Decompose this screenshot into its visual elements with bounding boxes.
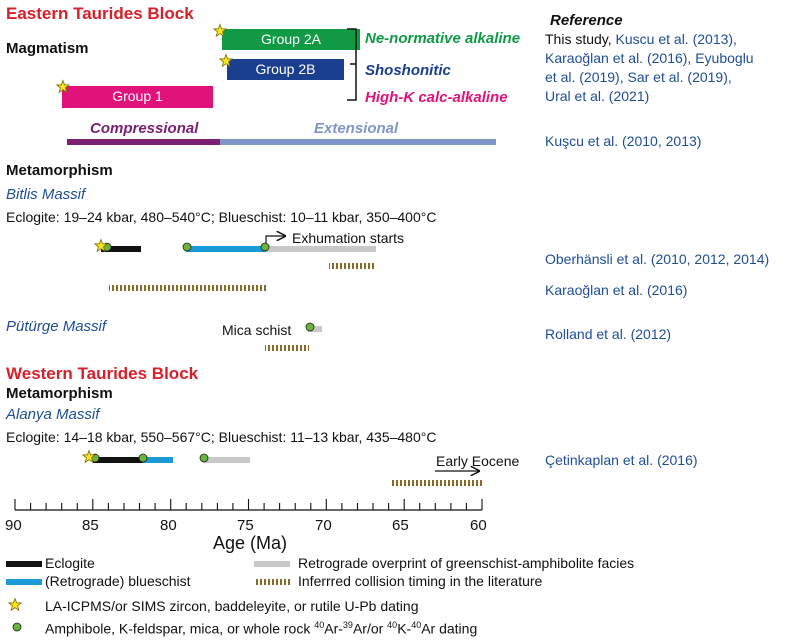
reference-kuscu-2013: Kuscu et al. (2013), [611, 31, 737, 47]
exhumation-label: Exhumation starts [292, 230, 405, 246]
alanya-dot-3 [199, 453, 209, 463]
bitlis-eclogite-bar [101, 246, 141, 252]
shoshonitic-label: Shoshonitic [365, 62, 451, 79]
legend-collision: Inferrred collision timing in the litera… [298, 573, 543, 589]
group-1-bar: Group 1 [62, 86, 213, 108]
reference-kuscu: Kuşcu et al. (2010, 2013) [545, 133, 702, 149]
legend-dot-sup-4: 40 [411, 620, 422, 630]
western-title: Western Taurides Block [6, 364, 199, 383]
legend-retrograde: Retrograde overprint of greenschist-amph… [298, 555, 635, 571]
reference-line-2: Karaoğlan et al. (2016), Eyuboglu [545, 50, 754, 66]
metamorphism-heading-west: Metamorphism [6, 385, 113, 402]
bitlis-collision-hatch [329, 263, 374, 269]
reference-cetinkaplan: Çetinkaplan et al. (2016) [545, 452, 698, 468]
reference-oberhansli: Oberhänsli et al. (2010, 2012, 2014) [545, 251, 770, 267]
extensional-bar [220, 139, 496, 145]
compressional-bar [67, 139, 220, 145]
axis-ticks [14, 499, 483, 510]
axis-label: Age (Ma) [213, 533, 288, 553]
metamorphism-heading-east: Metamorphism [6, 162, 113, 179]
legend-star-icon [7, 597, 23, 612]
legend-blueschist: (Retrograde) blueschist [45, 573, 191, 589]
reference-line-1: This study, Kuscu et al. (2013), [545, 31, 737, 47]
reference-this-study: This study, [545, 31, 612, 47]
alanya-massif-label: Alanya Massif [6, 406, 100, 423]
axis-tick-85: 85 [82, 517, 99, 534]
axis-tick-75: 75 [237, 517, 254, 534]
legend-dot-text-3: Ar/or [352, 620, 388, 637]
bitlis-blueschist-bar [186, 246, 266, 252]
reference-rolland: Rolland et al. (2012) [545, 326, 672, 342]
group-2b-bar: Group 2B [227, 59, 344, 80]
karaoglan-collision-hatch [109, 285, 266, 291]
bitlis-dot-2 [182, 242, 192, 252]
high-k-label: High-K calc-alkaline [365, 89, 508, 106]
axis-tick-65: 65 [392, 517, 409, 534]
legend-retrograde-swatch [254, 561, 290, 567]
ne-normative-label: Ne-normative alkaline [365, 30, 521, 47]
exhumation-arrow [265, 236, 285, 246]
legend-blueschist-swatch [6, 579, 42, 585]
puturge-retrograde-bar [308, 326, 322, 332]
group-2a-bar: Group 2A [222, 29, 360, 50]
bitlis-retrograde-bar [266, 246, 376, 252]
bitlis-dot-3 [260, 242, 270, 252]
bitlis-massif-label: Bitlis Massif [6, 186, 86, 203]
reference-line-4: Ural et al. (2021) [545, 88, 650, 104]
reference-header: Reference [550, 12, 623, 29]
group-bracket [347, 28, 357, 101]
legend-dot-text-5: Ar dating [421, 620, 478, 637]
legend-collision-swatch [254, 579, 290, 585]
legend-dot: Amphibole, K-feldspar, mica, or whole ro… [45, 620, 477, 637]
puturge-massif-label: Pütürge Massif [6, 318, 107, 335]
group-1-star [55, 79, 71, 94]
legend-star: LA-ICPMS/or SIMS zircon, baddeleyite, or… [45, 598, 419, 614]
early-eocene-label: Early Eocene [436, 453, 520, 469]
bitlis-star [93, 238, 109, 253]
legend-dot-text-1: Amphibole, K-feldspar, mica, or whole ro… [45, 620, 315, 637]
alanya-retrograde-bar [203, 457, 250, 463]
axis-tick-60: 60 [470, 517, 487, 534]
alanya-collision-hatch [392, 480, 482, 486]
puturge-collision-hatch [265, 345, 309, 351]
compressional-label: Compressional [90, 120, 199, 137]
eastern-title: Eastern Taurides Block [6, 4, 194, 23]
legend-dot-text-2: Ar- [324, 620, 343, 637]
alanya-dot-2 [138, 453, 148, 463]
reference-line-3: et al. (2019), Sar et al. (2019), [545, 69, 732, 85]
puturge-dot [305, 322, 315, 332]
legend-dot-text-4: K- [397, 620, 412, 637]
legend-dot-icon [12, 622, 22, 632]
alanya-conditions: Eclogite: 14–18 kbar, 550–567°C; Bluesch… [6, 429, 437, 445]
axis-tick-80: 80 [160, 517, 177, 534]
legend-eclogite-swatch [6, 561, 42, 567]
legend-dot-sup-3: 40 [387, 620, 398, 630]
group-2b-star [218, 53, 234, 68]
legend-dot-sup-2: 39 [342, 620, 353, 630]
alanya-eclogite-bar [93, 457, 143, 463]
legend-eclogite: Eclogite [45, 555, 95, 571]
extensional-label: Extensional [314, 120, 399, 137]
legend-dot-sup-1: 40 [314, 620, 325, 630]
bitlis-conditions: Eclogite: 19–24 kbar, 480–540°C; Bluesch… [6, 209, 437, 225]
alanya-blueschist-bar [143, 457, 173, 463]
axis-tick-70: 70 [315, 517, 332, 534]
alanya-star [81, 449, 97, 464]
group-2a-star [212, 23, 228, 38]
magmatism-heading: Magmatism [6, 40, 89, 57]
axis-tick-90: 90 [5, 517, 22, 534]
mica-schist-label: Mica schist [222, 322, 292, 338]
reference-karaoglan: Karaoğlan et al. (2016) [545, 282, 688, 298]
